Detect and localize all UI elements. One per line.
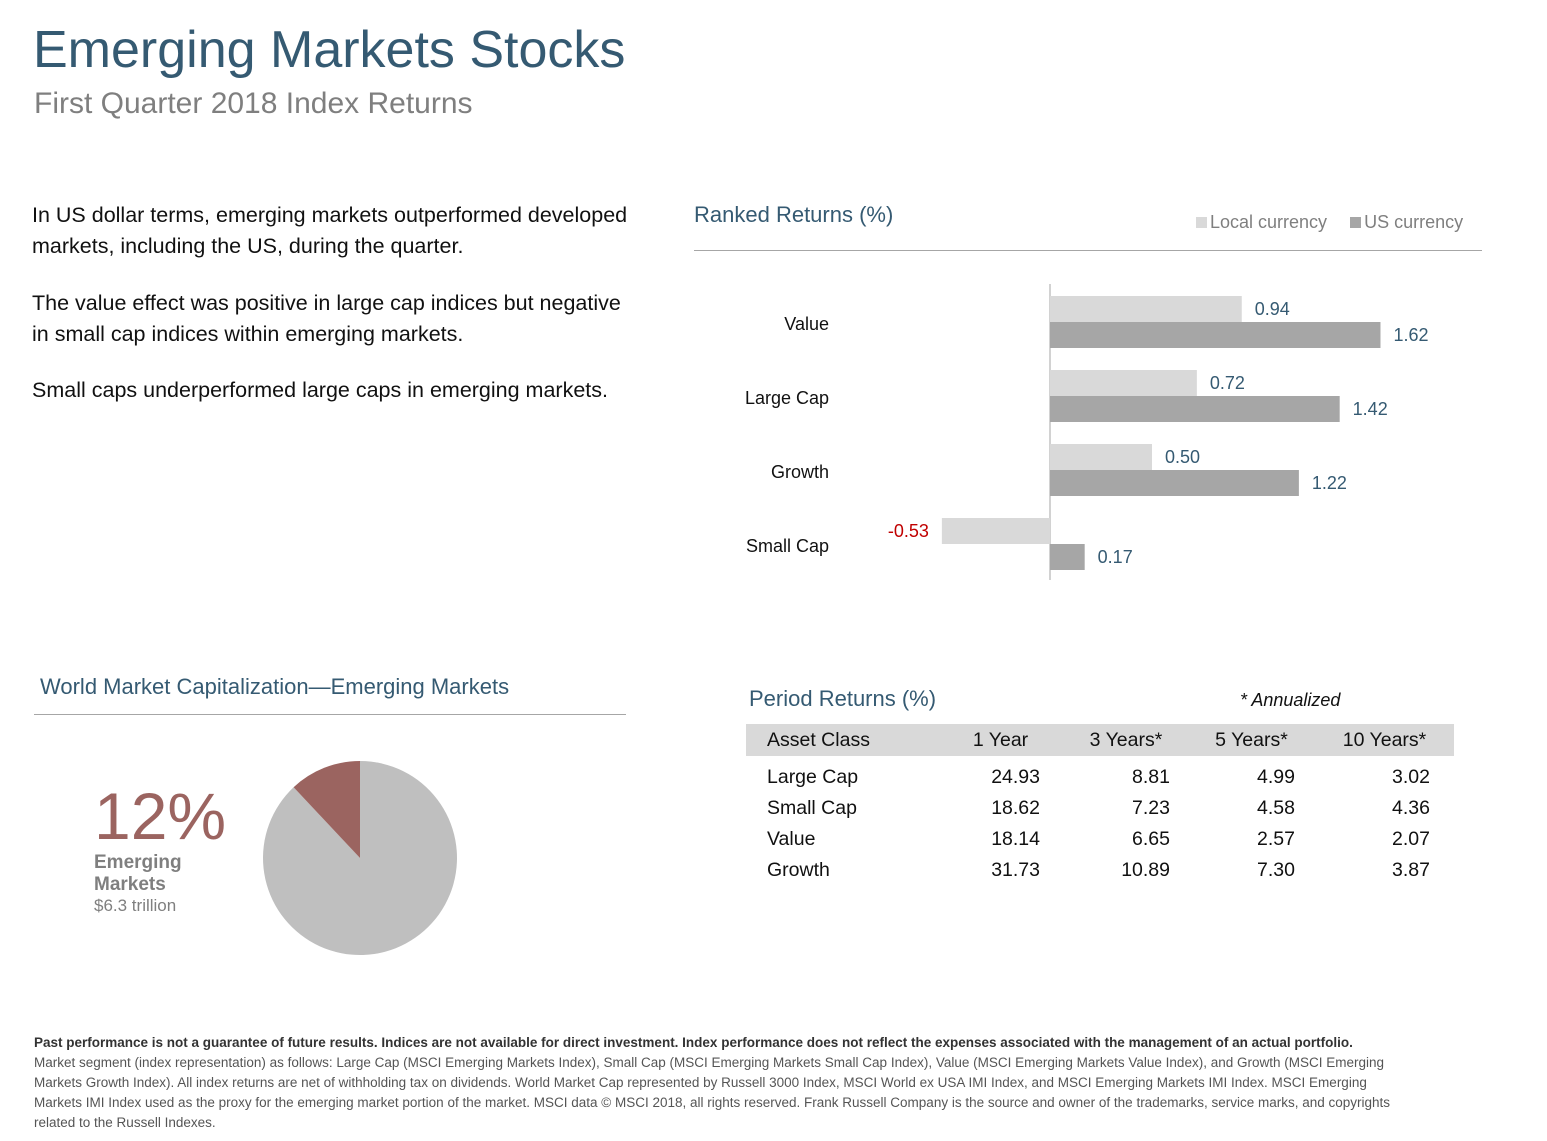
table-cell: 18.14 xyxy=(991,828,1040,850)
ranked-returns-chart: Value 0.94 1.62 Large Cap 0.72 1.42 Growth 0.50… xyxy=(745,284,1429,580)
table-cell: 4.58 xyxy=(1257,797,1295,819)
data-label: 0.50 xyxy=(1165,447,1200,467)
table-cell: 18.62 xyxy=(991,797,1040,819)
data-label: 1.42 xyxy=(1353,399,1388,419)
table-row: Small Cap 18.62 7.23 4.58 4.36 xyxy=(746,793,1454,824)
world-cap-pie-chart xyxy=(263,761,457,955)
table-cell: 6.65 xyxy=(1132,828,1170,850)
category-label: Small Cap xyxy=(746,536,829,556)
bar-us-currency xyxy=(1050,544,1085,570)
ranked-returns-title: Ranked Returns (%) xyxy=(694,202,894,227)
bar-us-currency xyxy=(1050,322,1381,348)
table-row: Value 18.14 6.65 2.57 2.07 xyxy=(746,824,1454,855)
table-cell: 4.36 xyxy=(1392,797,1430,819)
bar-local-currency xyxy=(1050,370,1197,396)
commentary-paragraph-1: In US dollar terms, emerging markets out… xyxy=(32,203,628,258)
page-subtitle: First Quarter 2018 Index Returns xyxy=(34,87,473,120)
table-cell: Growth xyxy=(767,859,830,881)
table-cell: 7.23 xyxy=(1132,797,1170,819)
legend-swatch-local xyxy=(1196,217,1207,228)
table-cell: 7.30 xyxy=(1257,859,1295,881)
column-header: Asset Class xyxy=(746,724,937,756)
annualized-note: * Annualized xyxy=(1240,690,1341,710)
bar-local-currency xyxy=(1050,296,1242,322)
disclaimer-text: Market segment (index representation) as… xyxy=(34,1055,1391,1130)
table-cell: 2.07 xyxy=(1392,828,1430,850)
period-returns-table: Asset Class 1 Year 3 Years* 5 Years* 10 … xyxy=(746,724,1454,886)
data-label: 0.94 xyxy=(1255,299,1290,319)
data-label: 1.22 xyxy=(1312,473,1347,493)
bar-local-currency xyxy=(1050,444,1152,470)
commentary-paragraph-3: Small caps underperformed large caps in … xyxy=(32,378,608,402)
disclaimer: Past performance is not a guarantee of f… xyxy=(34,1033,1404,1133)
table-cell: Large Cap xyxy=(767,766,859,788)
table-cell: Value xyxy=(767,828,816,850)
legend-swatch-us xyxy=(1350,217,1362,228)
legend-item-local: Local currency xyxy=(1196,212,1327,233)
world-cap-percent: 12% xyxy=(94,779,227,853)
legend-label-local: Local currency xyxy=(1210,212,1328,232)
column-header: 5 Years* xyxy=(1188,724,1315,756)
category-label: Value xyxy=(784,314,829,334)
table-cell: 31.73 xyxy=(991,859,1040,881)
ranked-returns-divider xyxy=(694,250,1482,251)
table-row: Large Cap 24.93 8.81 4.99 3.02 xyxy=(746,756,1454,793)
legend-item-us: US currency xyxy=(1350,212,1463,233)
category-label: Growth xyxy=(771,462,829,482)
world-cap-value: $6.3 trillion xyxy=(94,896,177,915)
world-cap-divider xyxy=(34,714,626,715)
table-cell: 3.87 xyxy=(1392,859,1430,881)
column-header: 3 Years* xyxy=(1064,724,1188,756)
chart-legend: Local currency US currency xyxy=(1196,212,1463,233)
data-label: 1.62 xyxy=(1393,325,1428,345)
bar-us-currency xyxy=(1050,470,1299,496)
data-label: -0.53 xyxy=(888,521,929,541)
bar-us-currency xyxy=(1050,396,1340,422)
category-label: Large Cap xyxy=(745,388,829,408)
commentary-paragraph-2: The value effect was positive in large c… xyxy=(32,291,621,346)
page-title: Emerging Markets Stocks xyxy=(33,21,626,79)
column-header: 1 Year xyxy=(937,724,1064,756)
period-returns-title: Period Returns (%) xyxy=(749,686,937,711)
pie-slice-emerging-markets xyxy=(293,761,360,858)
table-cell: 2.57 xyxy=(1257,828,1295,850)
data-label: 0.72 xyxy=(1210,373,1245,393)
disclaimer-bold: Past performance is not a guarantee of f… xyxy=(34,1035,1353,1050)
table-header-row: Asset Class 1 Year 3 Years* 5 Years* 10 … xyxy=(746,724,1454,756)
table-cell: 4.99 xyxy=(1257,766,1295,788)
table-row: Growth 31.73 10.89 7.30 3.87 xyxy=(746,855,1454,886)
legend-label-us: US currency xyxy=(1364,212,1464,232)
bar-local-currency xyxy=(941,518,1050,544)
world-cap-label: Emerging Markets xyxy=(94,852,182,895)
world-cap-title: World Market Capitalization—Emerging Mar… xyxy=(40,674,510,699)
column-header: 10 Years* xyxy=(1315,724,1454,756)
table-cell: 3.02 xyxy=(1392,766,1430,788)
table-cell: 8.81 xyxy=(1132,766,1170,788)
table-cell: 24.93 xyxy=(991,766,1040,788)
data-label: 0.17 xyxy=(1098,547,1133,567)
table-cell: 10.89 xyxy=(1121,859,1170,881)
table-cell: Small Cap xyxy=(767,797,857,819)
